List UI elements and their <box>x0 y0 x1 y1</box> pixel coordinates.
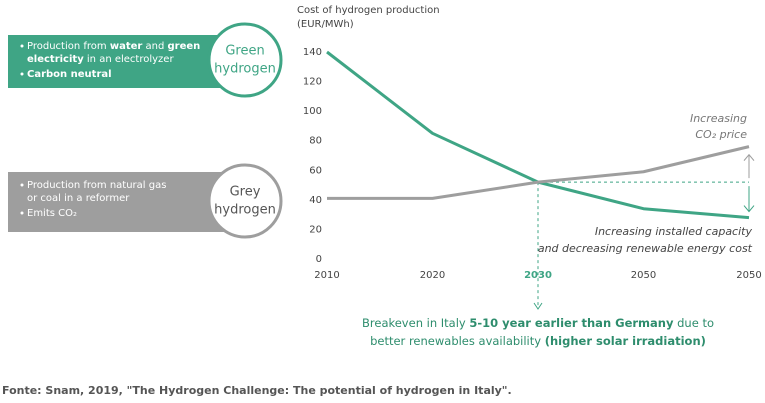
series-line <box>326 50 750 220</box>
axis-title: Cost of hydrogen production <box>297 5 440 16</box>
y-tick-label: 100 <box>303 106 322 117</box>
text-segment: in an electrolyzer <box>84 54 175 65</box>
rich-text: electricity in an electrolyzer <box>27 54 174 65</box>
text-segment: green <box>168 41 201 52</box>
panel-circle <box>207 163 283 239</box>
bullet <box>20 72 24 76</box>
text-segment: Production from natural gas <box>27 180 166 191</box>
bullet <box>20 183 24 187</box>
y-tick-label: 120 <box>303 77 322 88</box>
text-segment: Carbon neutral <box>27 69 112 80</box>
panel-label: Green <box>225 44 264 59</box>
annotation: and decreasing renewable energy cost <box>538 242 753 255</box>
y-tick-label: 60 <box>309 165 322 176</box>
source: Fonte: Snam, 2019, "The Hydrogen Challen… <box>2 384 512 397</box>
panel-label: Grey <box>230 185 261 200</box>
y-tick-label: 0 <box>316 254 322 265</box>
bullet <box>20 211 24 215</box>
rich-text: Production from water and green <box>27 41 200 52</box>
text-segment: water <box>110 41 143 52</box>
annotation: CO₂ price <box>695 128 747 141</box>
annotation: Increasing installed capacity <box>595 225 753 238</box>
text-segment: electricity <box>27 54 84 65</box>
text-segment: and <box>142 41 167 52</box>
y-tick-label: 40 <box>309 195 322 206</box>
text-segment: Breakeven in Italy <box>362 316 469 330</box>
y-tick-label: 20 <box>309 224 322 235</box>
y-tick-label: 140 <box>303 47 322 58</box>
guide-arrow <box>533 302 543 310</box>
text-segment: 5-10 year earlier than Germany <box>469 316 674 330</box>
text-segment: or coal in a reformer <box>27 193 130 204</box>
text-segment: due to <box>673 316 714 330</box>
text-segment: (higher solar irradiation) <box>545 334 706 348</box>
panel-box <box>8 35 230 88</box>
panel-label: hydrogen <box>214 62 276 77</box>
panel-box <box>8 172 230 232</box>
x-tick-label: 2030 <box>524 270 552 281</box>
rich-text: better renewables availability (higher s… <box>370 334 706 348</box>
rich-text: Production from natural gas <box>27 180 166 191</box>
text-segment: Production from <box>27 41 110 52</box>
panel-circle <box>207 22 283 98</box>
x-tick-label: 2020 <box>420 270 445 281</box>
x-tick-label: 2010 <box>314 270 339 281</box>
axis-title: (EUR/MWh) <box>297 19 354 30</box>
bullet <box>20 44 24 48</box>
up-arrow <box>743 153 755 179</box>
panel-label: hydrogen <box>214 203 276 218</box>
down-arrow <box>743 186 755 213</box>
rich-text: Carbon neutral <box>27 69 112 80</box>
x-tick-label: 2050 <box>736 270 761 281</box>
annotation: Increasing <box>690 112 747 125</box>
rich-text: Breakeven in Italy 5-10 year earlier tha… <box>362 316 714 330</box>
series-line <box>327 145 750 200</box>
text-segment: Emits CO₂ <box>27 208 77 219</box>
text-segment: better renewables availability <box>370 334 545 348</box>
rich-text: Emits CO₂ <box>27 208 77 219</box>
rich-text: or coal in a reformer <box>27 193 130 204</box>
x-tick-label: 2050 <box>631 270 656 281</box>
y-tick-label: 80 <box>309 136 322 147</box>
